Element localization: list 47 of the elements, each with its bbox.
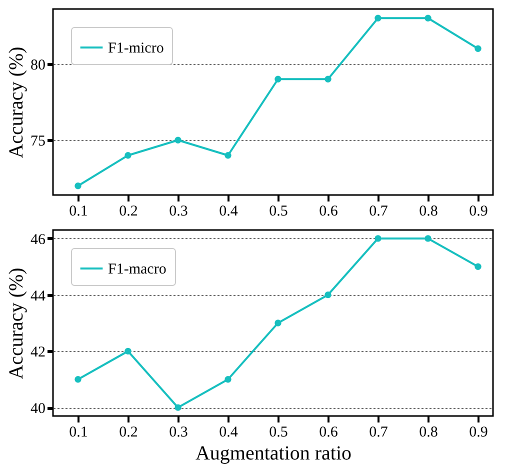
point (474, 263, 482, 270)
point (474, 45, 482, 52)
x-tick-label: 0.4 (219, 424, 238, 440)
point (274, 320, 282, 326)
point (424, 235, 432, 242)
y-tick-label: 80 (30, 57, 46, 74)
y-axis-title: Accuracy (%) (6, 46, 28, 158)
x-tick-label: 0.7 (369, 204, 388, 220)
point (274, 76, 282, 82)
x-tick-label: 0.1 (69, 424, 88, 440)
point (324, 291, 332, 298)
y-tick-label: 46 (30, 232, 46, 248)
point (374, 235, 382, 242)
x-tick-label: 0.5 (269, 204, 288, 220)
point (174, 404, 182, 411)
point (324, 76, 332, 82)
y-axis-title: Accuracy (%) (6, 268, 28, 380)
x-tick-label: 0.4 (219, 204, 238, 220)
legend-label: F1-macro (108, 262, 166, 278)
point (74, 182, 82, 190)
x-tick-label: 0.6 (319, 424, 338, 440)
point (124, 152, 132, 159)
x-tick-label: 0.8 (419, 204, 438, 220)
y-tick-label: 44 (30, 288, 46, 304)
x-tick-label: 0.2 (119, 424, 138, 440)
point (224, 376, 232, 383)
x-tick-label: 0.6 (319, 204, 338, 220)
x-tick-label: 0.9 (469, 204, 488, 220)
x-axis-title: Augmentation ratio (195, 442, 352, 464)
point (374, 14, 382, 22)
x-tick-label: 0.8 (419, 424, 438, 440)
point (124, 348, 132, 355)
x-tick-label: 0.2 (119, 204, 138, 220)
y-tick-label: 42 (30, 344, 46, 361)
x-tick-label: 0.9 (469, 424, 488, 440)
point (224, 152, 232, 159)
x-tick-label: 0.7 (369, 424, 388, 440)
y-tick-label: 75 (30, 134, 46, 150)
legend-label: F1-micro (108, 40, 164, 56)
x-tick-label: 0.5 (269, 424, 288, 440)
y-tick-label: 40 (30, 401, 46, 418)
point (424, 14, 432, 22)
x-tick-label: 0.3 (169, 204, 188, 220)
x-tick-label: 0.3 (169, 424, 188, 440)
x-tick-label: 0.1 (69, 204, 88, 220)
point (74, 376, 82, 383)
point (174, 136, 182, 144)
